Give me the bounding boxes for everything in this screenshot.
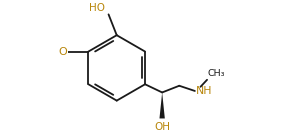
- Text: CH₃: CH₃: [208, 69, 225, 78]
- Polygon shape: [160, 92, 165, 119]
- Text: NH: NH: [196, 86, 212, 96]
- Text: HO: HO: [89, 3, 105, 13]
- Text: O: O: [58, 47, 67, 57]
- Text: OH: OH: [154, 122, 170, 132]
